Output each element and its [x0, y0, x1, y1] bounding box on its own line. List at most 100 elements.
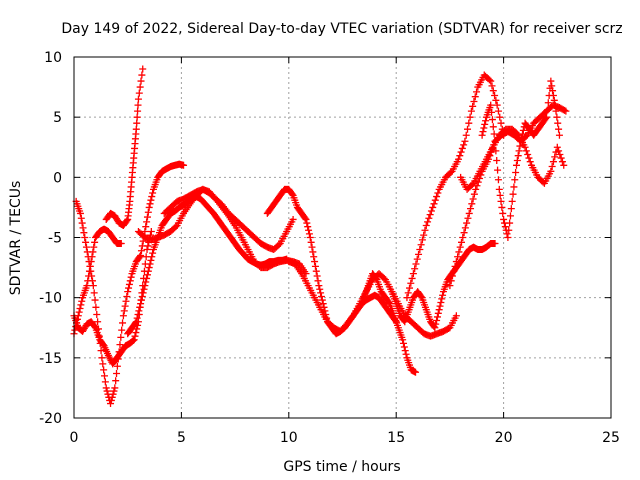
data-point: [307, 238, 315, 246]
data-point: [317, 289, 325, 297]
series-arc-12: [403, 71, 508, 302]
data-point: [434, 309, 442, 317]
data-point: [496, 191, 504, 199]
data-point: [493, 156, 501, 164]
data-point: [464, 125, 472, 133]
data-point: [119, 312, 127, 320]
data-point: [75, 308, 83, 316]
data-point: [89, 282, 97, 290]
series-arc-15: [478, 77, 563, 241]
data-point: [490, 130, 498, 138]
data-point: [558, 158, 566, 166]
data-point: [555, 131, 563, 139]
data-point: [306, 234, 314, 241]
data-point: [450, 267, 458, 275]
data-point: [456, 243, 464, 251]
data-point: [459, 234, 467, 241]
data-point: [556, 150, 564, 158]
y-tick-label: -5: [48, 231, 62, 247]
data-point: [91, 323, 99, 331]
data-point: [421, 226, 429, 234]
data-point: [94, 318, 102, 326]
data-point: [553, 113, 561, 121]
data-point: [507, 205, 515, 213]
data-point: [143, 213, 151, 221]
series-arc-4: [102, 65, 147, 229]
data-point: [316, 285, 324, 293]
data-point: [474, 178, 482, 186]
data-point: [555, 125, 563, 133]
data-point: [101, 372, 109, 380]
data-point: [122, 297, 130, 305]
data-point: [317, 292, 325, 300]
data-point: [147, 256, 155, 264]
data-point: [515, 147, 523, 155]
data-point: [136, 253, 144, 261]
data-point: [429, 203, 437, 211]
data-point: [497, 119, 505, 127]
data-point: [305, 226, 313, 234]
y-tick-label: -15: [39, 351, 62, 367]
data-point: [543, 113, 551, 121]
data-point: [85, 272, 93, 280]
data-point: [135, 89, 143, 97]
data-point: [84, 277, 92, 285]
data-point: [505, 226, 513, 234]
data-point: [552, 107, 560, 115]
data-point: [83, 282, 91, 290]
data-point: [455, 248, 463, 256]
data-point: [427, 207, 435, 215]
series-arc-10: [360, 270, 420, 376]
data-point: [310, 253, 318, 261]
y-tick-label: -20: [39, 411, 62, 427]
data-point: [425, 214, 433, 222]
data-point: [137, 77, 145, 85]
data-point: [90, 243, 98, 251]
data-point: [108, 393, 116, 401]
data-point: [312, 267, 320, 275]
x-tick-label: 20: [495, 430, 513, 446]
data-point: [499, 209, 507, 217]
data-point: [139, 65, 147, 73]
data-point: [433, 313, 441, 321]
data-point: [494, 107, 502, 115]
data-point: [519, 130, 527, 138]
data-point: [308, 243, 316, 251]
data-point: [139, 289, 147, 297]
data-point: [146, 260, 154, 268]
x-tick-label: 5: [177, 430, 186, 446]
data-point: [138, 292, 146, 300]
data-point: [463, 219, 471, 227]
data-point: [555, 147, 563, 155]
data-point: [494, 166, 502, 174]
data-point: [512, 169, 520, 177]
data-point: [91, 296, 99, 304]
x-tick-label: 0: [70, 430, 79, 446]
data-point: [94, 325, 102, 333]
data-point: [113, 362, 121, 370]
data-point: [134, 311, 142, 319]
data-point: [549, 92, 557, 100]
data-point: [314, 277, 322, 285]
data-point: [137, 300, 145, 308]
data-point: [98, 354, 106, 362]
data-point: [447, 169, 455, 177]
data-point: [508, 197, 516, 205]
data-point: [137, 252, 145, 260]
data-point: [547, 167, 555, 175]
data-point: [469, 102, 477, 110]
data-point: [77, 214, 85, 222]
data-point: [509, 190, 517, 198]
data-point: [123, 292, 131, 300]
data-point: [470, 190, 478, 198]
data-point: [124, 288, 132, 296]
data-point: [132, 318, 140, 326]
data-point: [89, 248, 97, 256]
data-point: [481, 120, 489, 128]
data-point: [521, 143, 529, 151]
data-point: [526, 158, 534, 166]
data-point: [131, 332, 139, 340]
data-point: [130, 336, 138, 344]
data-point: [472, 185, 480, 193]
data-point: [315, 282, 323, 290]
